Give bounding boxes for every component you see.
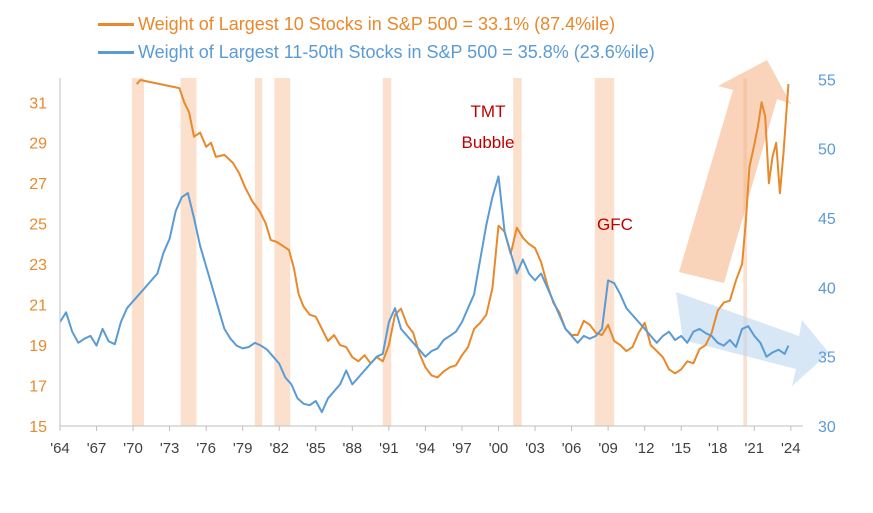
annotation-bubble: Bubble: [462, 133, 515, 152]
x-tick-label: '21: [744, 440, 764, 457]
y-left-tick-labels: 15 17 19 21 23 25 27 29 31: [29, 95, 47, 436]
y-left-tick-label: 21: [29, 298, 47, 315]
recession-band-7: [743, 78, 747, 426]
y-right-tick-label: 55: [818, 72, 836, 89]
x-tick-label: '82: [269, 440, 289, 457]
x-tick-label: '12: [635, 440, 655, 457]
x-tick-label: '79: [233, 440, 253, 457]
y-right-tick-label: 35: [818, 350, 836, 367]
series-lines: [59, 79, 790, 414]
x-tick-label: '03: [525, 440, 545, 457]
blue-downtrend-arrow: [676, 292, 829, 386]
x-tick-label: '97: [452, 440, 472, 457]
x-tick-label: '73: [160, 440, 180, 457]
x-tick-label: '67: [87, 440, 107, 457]
x-tick-label: '91: [379, 440, 399, 457]
x-tick-label: '18: [708, 440, 728, 457]
y-right-tick-label: 40: [818, 280, 836, 297]
legend: Weight of Largest 10 Stocks in S&P 500 =…: [98, 10, 655, 66]
orange-uptrend-arrow: [679, 60, 791, 283]
series-line-11-50: [59, 175, 790, 414]
trend-arrows: [676, 60, 829, 386]
x-tick-label: '06: [562, 440, 582, 457]
y-left-tick-label: 19: [29, 338, 47, 355]
axes: [59, 78, 803, 427]
recession-band-3: [274, 78, 291, 426]
recession-band-5: [513, 78, 522, 426]
annotations: TMT Bubble GFC: [462, 102, 633, 234]
y-right-tick-label: 45: [818, 211, 836, 228]
y-right-tick-label: 30: [818, 419, 836, 436]
x-tick-label: '76: [196, 440, 216, 457]
recession-band-2: [254, 78, 263, 426]
legend-label-11-50: Weight of Largest 11-50th Stocks in S&P …: [138, 41, 655, 62]
x-tick-label: '70: [123, 440, 143, 457]
legend-label-top10: Weight of Largest 10 Stocks in S&P 500 =…: [138, 13, 616, 34]
recession-band-1: [180, 78, 197, 426]
recession-band-4: [382, 78, 392, 426]
annotation-gfc: GFC: [597, 215, 633, 234]
x-tick-label: '64: [50, 440, 70, 457]
y-right-tick-label: 50: [818, 142, 836, 159]
recession-band-0: [131, 78, 145, 426]
y-left-tick-label: 31: [29, 95, 47, 112]
y-left-tick-label: 23: [29, 257, 47, 274]
x-tick-label: '24: [781, 440, 801, 457]
y-left-tick-label: 17: [29, 379, 47, 396]
series-line-top10: [135, 79, 790, 379]
x-tick-label: '94: [416, 440, 436, 457]
legend-item-top10: Weight of Largest 10 Stocks in S&P 500 =…: [98, 10, 655, 38]
x-tick-label: '88: [343, 440, 363, 457]
x-tick-label: '15: [671, 440, 691, 457]
y-left-tick-label: 15: [29, 419, 47, 436]
x-tick-label: '00: [489, 440, 509, 457]
y-left-tick-label: 27: [29, 176, 47, 193]
legend-item-11-50: Weight of Largest 11-50th Stocks in S&P …: [98, 38, 655, 66]
legend-swatch-11-50: [98, 50, 134, 54]
x-tick-label: '85: [306, 440, 326, 457]
legend-swatch-top10: [98, 22, 134, 26]
x-tick-labels: '64 '67 '70 '73 '76 '79 '82 '85 '88 '91 '94 '97 '00 '…: [50, 426, 801, 457]
annotation-tmt: TMT: [471, 102, 506, 121]
y-left-tick-label: 25: [29, 217, 47, 234]
y-right-tick-labels: 30 35 40 45 50 55: [818, 72, 836, 436]
recession-band-6: [594, 78, 615, 426]
x-tick-label: '09: [598, 440, 618, 457]
y-left-tick-label: 29: [29, 136, 47, 153]
recession-bands: [131, 78, 747, 426]
